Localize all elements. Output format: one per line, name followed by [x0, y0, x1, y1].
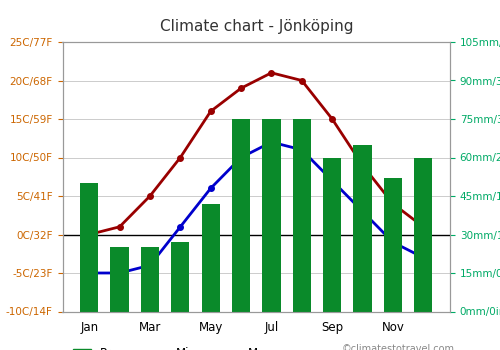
Text: ©climatestotravel.com: ©climatestotravel.com: [342, 344, 454, 350]
Bar: [232, 119, 250, 312]
Title: Climate chart - Jönköping: Climate chart - Jönköping: [160, 19, 353, 34]
Bar: [262, 119, 280, 312]
Bar: [202, 204, 220, 312]
Bar: [292, 119, 311, 312]
Bar: [354, 145, 372, 312]
Bar: [141, 247, 159, 312]
Bar: [171, 242, 190, 312]
Bar: [414, 158, 432, 312]
Bar: [80, 183, 98, 312]
Legend: Prec, Min, Max: Prec, Min, Max: [68, 342, 277, 350]
Bar: [110, 247, 128, 312]
Bar: [323, 158, 342, 312]
Bar: [384, 178, 402, 312]
